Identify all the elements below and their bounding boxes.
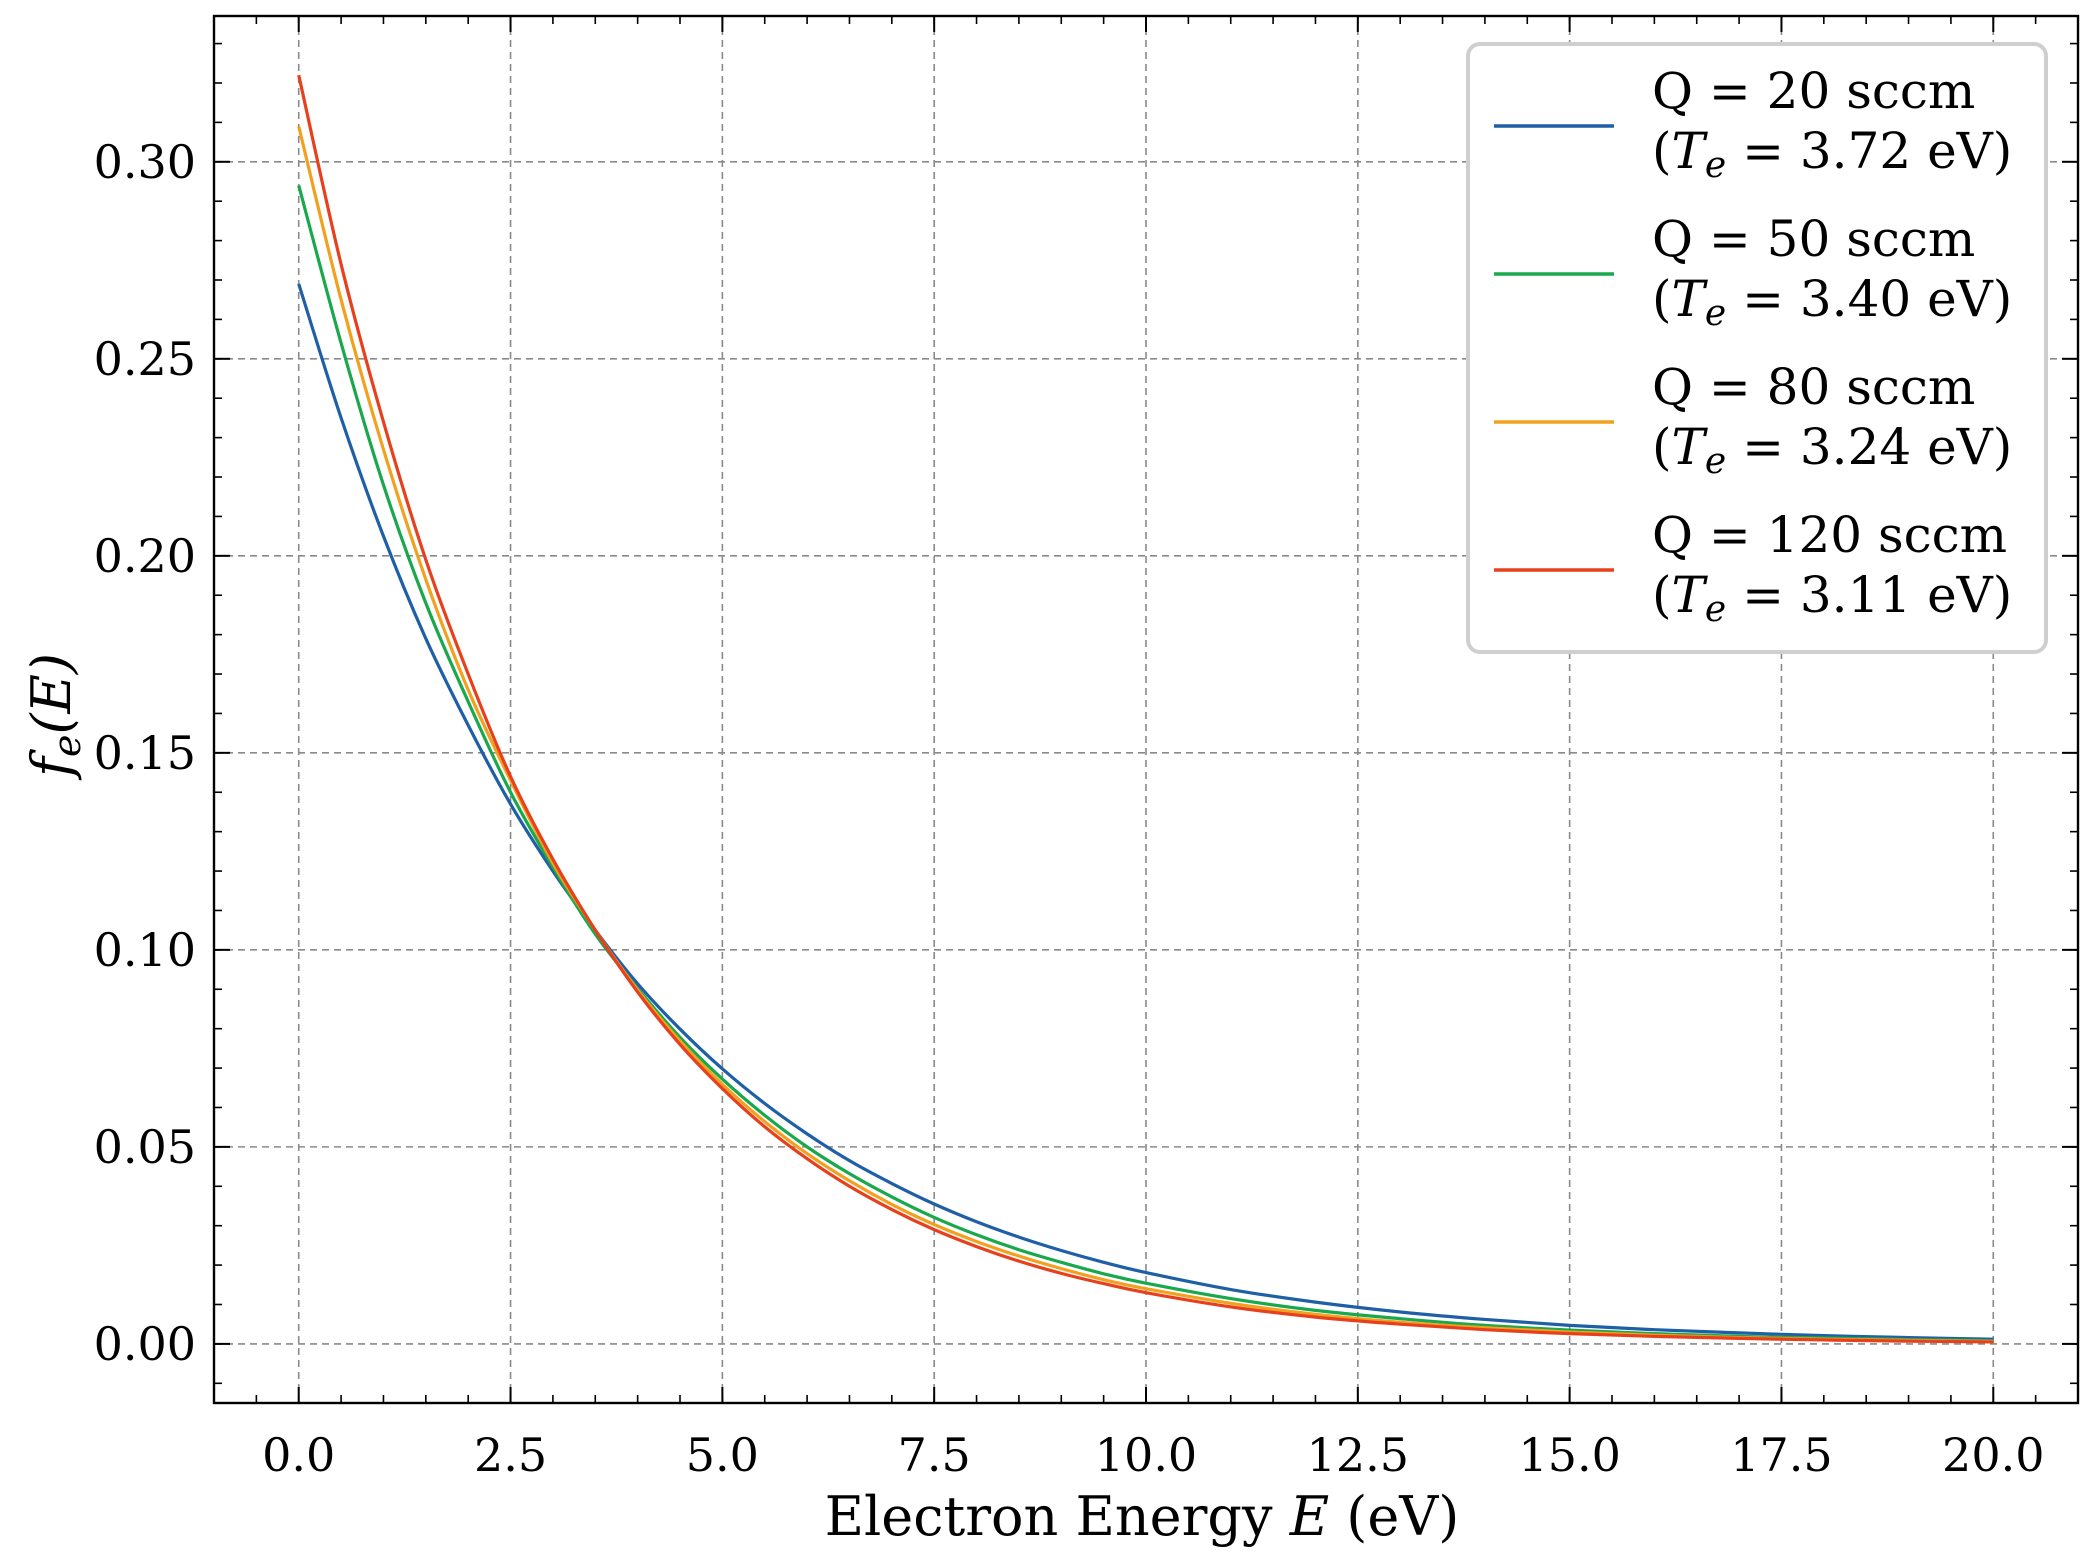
- y-tick-label: 0.25: [94, 332, 196, 386]
- legend-entry-1: Q = 20 sccm(Te = 3.72 eV): [1494, 62, 2012, 186]
- series-line-4: [297, 74, 1994, 1344]
- x-axis-title-variable: E: [1289, 1485, 1329, 1548]
- series-line-2: [297, 185, 1994, 1343]
- y-axis-title-subscript: e: [45, 735, 89, 758]
- y-tick-label: 0.15: [94, 726, 196, 780]
- legend-entry-3: Q = 80 sccm(Te = 3.24 eV): [1494, 358, 2012, 482]
- x-tick-label: 20.0: [1942, 1428, 2044, 1482]
- legend-temperature: (Te = 3.40 eV): [1652, 270, 2012, 334]
- legend-temperature: (Te = 3.11 eV): [1652, 566, 2012, 630]
- legend-label: Q = 120 sccm: [1652, 506, 2007, 564]
- y-tick-labels: 0.00 0.05 0.10 0.15 0.20 0.25 0.30: [94, 135, 196, 1371]
- x-tick-label: 2.5: [474, 1428, 547, 1482]
- legend-label: Q = 50 sccm: [1652, 210, 1975, 268]
- x-axis-title-unit: (eV): [1329, 1485, 1459, 1548]
- x-axis-title-prefix: Electron Energy: [825, 1485, 1290, 1548]
- y-tick-label: 0.05: [94, 1120, 196, 1174]
- x-tick-label: 15.0: [1518, 1428, 1620, 1482]
- y-axis-title: fe(E): [20, 653, 89, 781]
- legend-label: Q = 80 sccm: [1652, 358, 1975, 416]
- legend-temperature: (Te = 3.24 eV): [1652, 418, 2012, 482]
- y-tick-label: 0.00: [94, 1317, 196, 1371]
- series-line-1: [297, 283, 1994, 1341]
- y-tick-label: 0.10: [94, 923, 196, 977]
- legend-temperature: (Te = 3.72 eV): [1652, 122, 2012, 186]
- x-axis-title: Electron Energy E (eV): [825, 1485, 1460, 1548]
- x-tick-label: 0.0: [262, 1428, 335, 1482]
- x-tick-label: 7.5: [898, 1428, 971, 1482]
- y-axis-title-argument: (E): [20, 653, 83, 735]
- legend-entry-2: Q = 50 sccm(Te = 3.40 eV): [1494, 210, 2012, 334]
- x-tick-label: 12.5: [1307, 1428, 1409, 1482]
- legend: Q = 20 sccm(Te = 3.72 eV)Q = 50 sccm(Te …: [1466, 42, 2048, 654]
- x-tick-label: 17.5: [1730, 1428, 1832, 1482]
- x-tick-label: 10.0: [1095, 1428, 1197, 1482]
- legend-label: Q = 20 sccm: [1652, 62, 1975, 120]
- legend-frame: [1466, 42, 2048, 654]
- series-lines: [297, 74, 1994, 1344]
- x-tick-label: 5.0: [686, 1428, 759, 1482]
- plot-frame: [212, 14, 2080, 1405]
- legend-entry-4: Q = 120 sccm(Te = 3.11 eV): [1494, 506, 2012, 630]
- x-tick-labels: 0.0 2.5 5.0 7.5 10.0 12.5 15.0 17.5 20.0: [262, 1428, 2044, 1482]
- y-tick-label: 0.30: [94, 135, 196, 189]
- major-ticks: [214, 16, 2078, 1403]
- y-tick-label: 0.20: [94, 529, 196, 583]
